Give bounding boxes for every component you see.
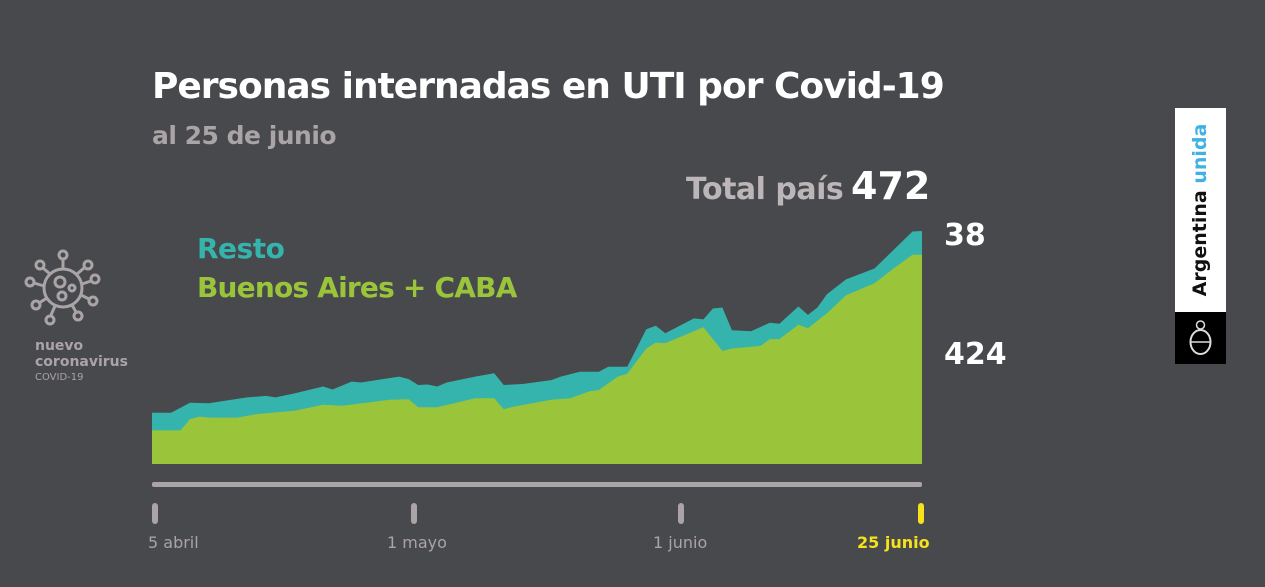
coat-of-arms-panel: [1175, 312, 1226, 364]
end-label-resto: 38: [944, 218, 986, 253]
tick-label: 5 abril: [148, 533, 199, 552]
total-label: Total país: [686, 172, 844, 207]
argentina-unida-logo: Argentina unida: [1175, 108, 1226, 364]
legend-buenos-aires-caba: Buenos Aires + CABA: [197, 271, 517, 304]
tick-label-highlight: 25 junio: [857, 533, 930, 552]
coat-of-arms-icon: [1189, 320, 1212, 355]
end-label-ba: 424: [944, 337, 1007, 372]
virus-label-nuevo: nuevo: [35, 338, 84, 354]
logo-word-argentina: Argentina: [1189, 190, 1211, 297]
logo-text: Argentina unida: [1189, 124, 1211, 297]
tick-label: 1 mayo: [387, 533, 447, 552]
legend-resto: Resto: [197, 232, 285, 265]
coronavirus-icon: [24, 249, 101, 326]
area-buenos-aires-caba: [152, 254, 922, 464]
virus-label-coronavirus: coronavirus: [35, 354, 128, 370]
total-value: 472: [851, 164, 931, 208]
chart-title: Personas internadas en UTI por Covid-19: [152, 66, 945, 107]
timeline-bar: [152, 482, 922, 487]
virus-label-covid: COVID-19: [35, 372, 84, 383]
logo-panel: Argentina unida: [1175, 108, 1226, 312]
tick-label: 1 junio: [653, 533, 708, 552]
tick-5-abril: [152, 503, 158, 524]
tick-1-mayo: [411, 503, 417, 524]
logo-word-unida: unida: [1189, 123, 1211, 184]
chart-subtitle: al 25 de junio: [152, 121, 337, 150]
tick-25-junio: [918, 503, 924, 524]
tick-1-junio: [678, 503, 684, 524]
